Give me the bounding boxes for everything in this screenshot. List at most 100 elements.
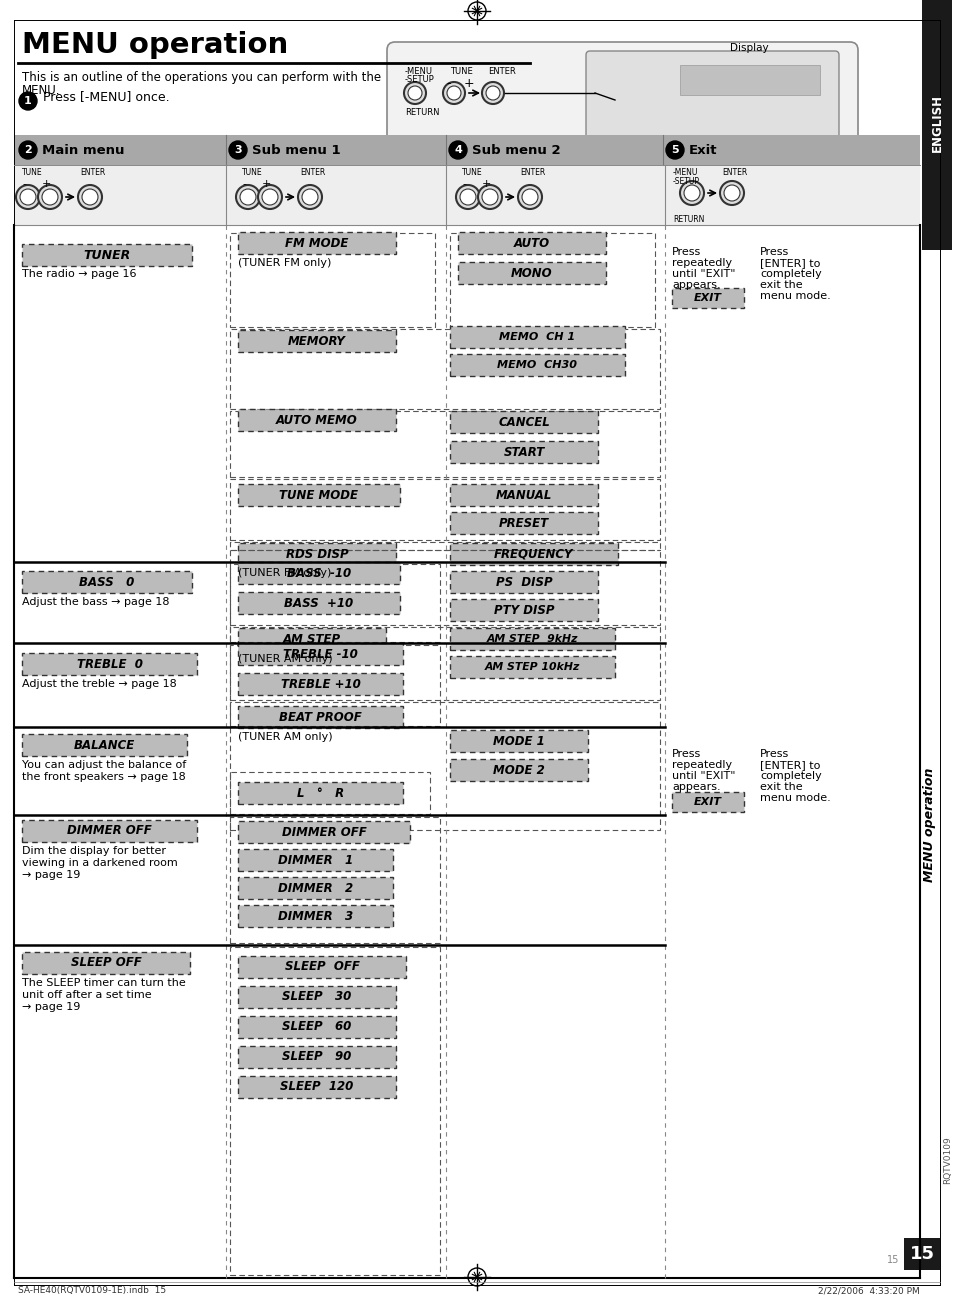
Circle shape	[78, 185, 102, 209]
Text: BASS  -10: BASS -10	[287, 567, 351, 580]
FancyBboxPatch shape	[237, 706, 402, 729]
Circle shape	[82, 189, 98, 205]
Text: TUNE: TUNE	[22, 168, 43, 178]
Text: until "EXIT": until "EXIT"	[671, 270, 735, 279]
Circle shape	[235, 185, 260, 209]
FancyBboxPatch shape	[237, 562, 399, 584]
Text: (TUNER AM only): (TUNER AM only)	[237, 732, 333, 742]
Text: BASS  +10: BASS +10	[284, 597, 354, 609]
Text: RDS DISP: RDS DISP	[285, 547, 348, 560]
Circle shape	[720, 181, 743, 205]
Text: SLEEP   30: SLEEP 30	[282, 990, 352, 1003]
Text: AM STEP  9kHz: AM STEP 9kHz	[486, 634, 578, 644]
FancyBboxPatch shape	[450, 326, 624, 348]
Text: [ENTER] to: [ENTER] to	[760, 760, 820, 771]
Text: 1: 1	[24, 96, 31, 107]
FancyBboxPatch shape	[671, 792, 743, 811]
Text: menu mode.: menu mode.	[760, 291, 830, 301]
Text: Press: Press	[760, 247, 788, 256]
Circle shape	[19, 141, 37, 159]
Text: Press: Press	[760, 750, 788, 759]
Text: completely: completely	[760, 771, 821, 781]
Text: TUNE: TUNE	[461, 168, 482, 178]
FancyBboxPatch shape	[237, 1016, 395, 1038]
Text: -: -	[446, 78, 450, 89]
Text: 5: 5	[671, 145, 679, 155]
Text: 2: 2	[24, 145, 31, 155]
Text: DIMMER   3: DIMMER 3	[277, 910, 353, 923]
Text: You can adjust the balance of: You can adjust the balance of	[22, 760, 186, 771]
FancyBboxPatch shape	[237, 592, 399, 614]
FancyBboxPatch shape	[450, 600, 598, 621]
Circle shape	[240, 189, 255, 205]
FancyBboxPatch shape	[22, 654, 196, 675]
Text: SLEEP  OFF: SLEEP OFF	[284, 960, 359, 973]
FancyBboxPatch shape	[450, 543, 618, 565]
Text: AM STEP: AM STEP	[283, 633, 341, 646]
Circle shape	[485, 85, 499, 100]
Text: TUNE: TUNE	[242, 168, 262, 178]
Text: PS  DISP: PS DISP	[496, 576, 552, 589]
Circle shape	[42, 189, 58, 205]
Text: SLEEP OFF: SLEEP OFF	[71, 956, 141, 969]
Text: unit off after a set time: unit off after a set time	[22, 990, 152, 999]
Text: ENTER: ENTER	[721, 168, 746, 178]
Circle shape	[38, 185, 62, 209]
Text: MEMO  CH30: MEMO CH30	[497, 360, 577, 370]
FancyBboxPatch shape	[237, 409, 395, 431]
FancyBboxPatch shape	[237, 849, 393, 871]
FancyBboxPatch shape	[450, 354, 624, 376]
Text: Display: Display	[729, 43, 768, 53]
FancyBboxPatch shape	[585, 51, 838, 154]
FancyBboxPatch shape	[903, 1237, 939, 1270]
Circle shape	[459, 189, 476, 205]
Text: BASS   0: BASS 0	[79, 576, 134, 589]
Text: Sub menu 1: Sub menu 1	[252, 143, 340, 156]
Circle shape	[229, 141, 247, 159]
Text: completely: completely	[760, 270, 821, 279]
Text: (TUNER FM only): (TUNER FM only)	[237, 258, 331, 268]
FancyBboxPatch shape	[237, 330, 395, 352]
Text: MODE 2: MODE 2	[493, 764, 544, 776]
Text: +: +	[262, 179, 271, 189]
Circle shape	[408, 85, 421, 100]
Text: ENTER: ENTER	[488, 67, 516, 76]
Text: +: +	[481, 179, 491, 189]
Text: SLEEP   60: SLEEP 60	[282, 1020, 352, 1034]
Text: +: +	[463, 78, 475, 89]
Text: appears.: appears.	[671, 782, 720, 792]
Text: 15: 15	[886, 1255, 899, 1265]
Text: 4: 4	[454, 145, 461, 155]
Text: +: +	[42, 179, 51, 189]
Text: MENU operation: MENU operation	[22, 32, 288, 59]
Circle shape	[456, 185, 479, 209]
FancyBboxPatch shape	[22, 821, 196, 842]
Text: MEMO  CH 1: MEMO CH 1	[499, 331, 575, 342]
Text: START: START	[503, 446, 544, 459]
FancyBboxPatch shape	[22, 245, 192, 266]
FancyBboxPatch shape	[450, 484, 598, 506]
FancyBboxPatch shape	[22, 952, 190, 974]
FancyBboxPatch shape	[237, 956, 406, 978]
Circle shape	[447, 85, 460, 100]
Text: exit the: exit the	[760, 280, 801, 291]
Text: AUTO: AUTO	[514, 237, 550, 250]
Text: DIMMER   2: DIMMER 2	[277, 881, 353, 894]
Text: This is an outline of the operations you can perform with the: This is an outline of the operations you…	[22, 71, 381, 84]
FancyBboxPatch shape	[237, 543, 395, 565]
Text: MENU operation: MENU operation	[923, 768, 936, 882]
Text: DIMMER   1: DIMMER 1	[277, 853, 353, 867]
FancyBboxPatch shape	[237, 782, 402, 803]
Text: AUTO MEMO: AUTO MEMO	[275, 413, 357, 426]
FancyBboxPatch shape	[450, 629, 615, 650]
Circle shape	[723, 185, 740, 201]
Text: Press: Press	[671, 750, 700, 759]
Text: EXIT: EXIT	[693, 797, 721, 807]
Text: Adjust the bass → page 18: Adjust the bass → page 18	[22, 597, 170, 608]
Text: -SETUP: -SETUP	[672, 178, 700, 185]
Text: MONO: MONO	[511, 267, 552, 280]
FancyBboxPatch shape	[237, 986, 395, 1009]
Text: ENTER: ENTER	[519, 168, 545, 178]
Text: → page 19: → page 19	[22, 871, 80, 880]
FancyBboxPatch shape	[237, 1045, 395, 1068]
